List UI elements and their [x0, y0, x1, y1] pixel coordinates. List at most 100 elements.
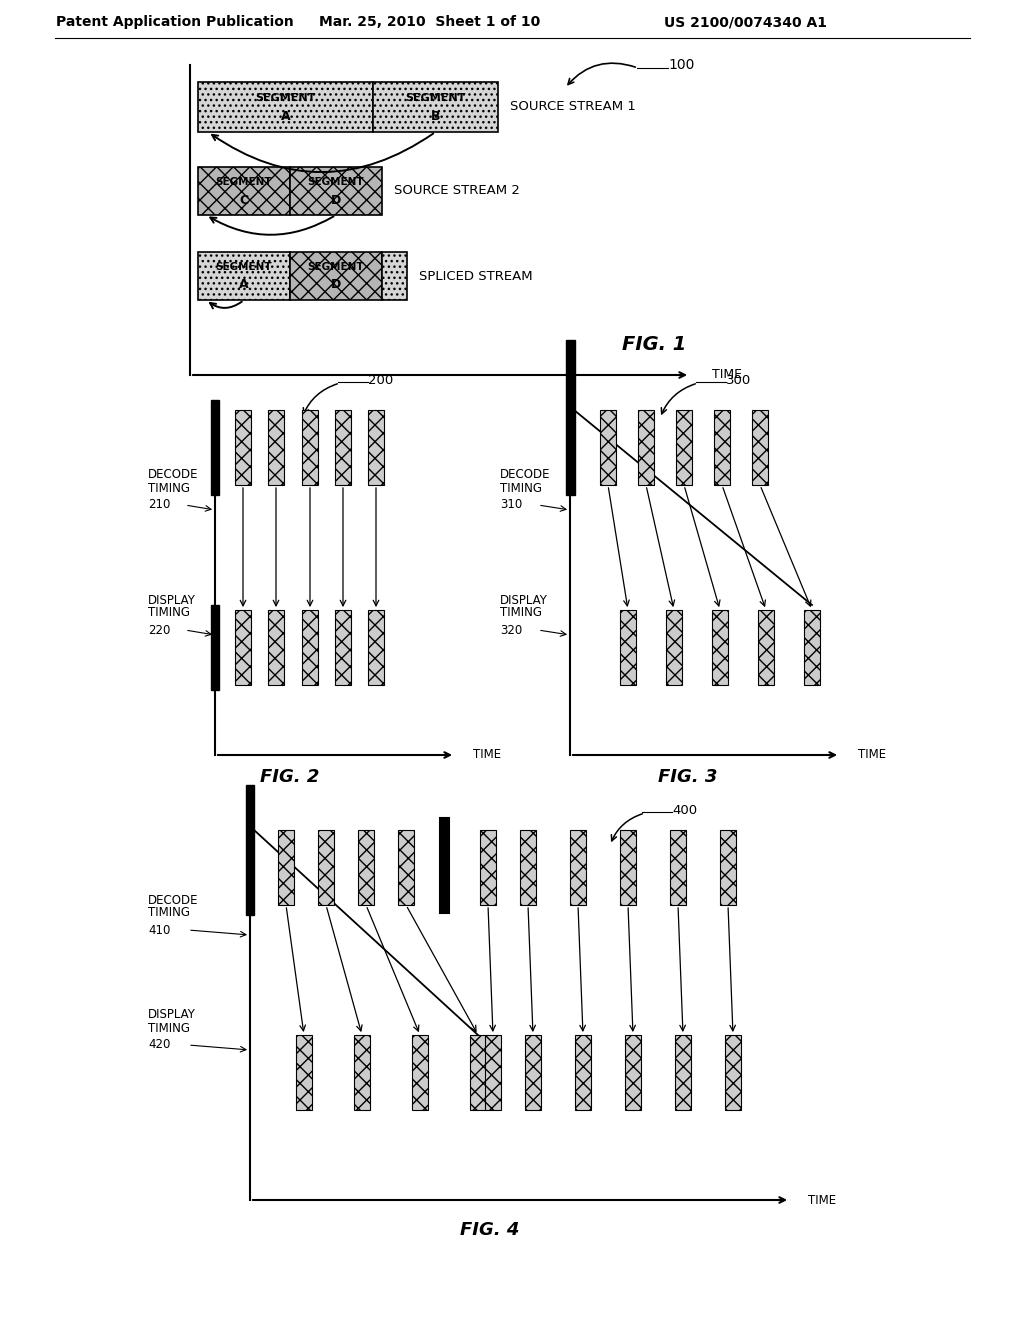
- Text: DECODE: DECODE: [148, 469, 199, 482]
- Bar: [804, 610, 820, 685]
- Text: SEGMENT: SEGMENT: [216, 261, 272, 272]
- Text: TIMING: TIMING: [500, 606, 542, 619]
- Bar: [620, 610, 636, 685]
- Text: Patent Application Publication: Patent Application Publication: [56, 15, 294, 29]
- Text: FIG. 2: FIG. 2: [260, 768, 319, 785]
- Text: TIME: TIME: [712, 368, 742, 381]
- Text: 420: 420: [148, 1039, 170, 1052]
- Text: SEGMENT: SEGMENT: [406, 92, 466, 103]
- Bar: [290, 168, 382, 215]
- Bar: [318, 830, 334, 906]
- Bar: [714, 411, 730, 484]
- Text: 200: 200: [368, 374, 393, 387]
- Bar: [620, 830, 636, 906]
- Text: SEGMENT: SEGMENT: [255, 92, 315, 103]
- Bar: [290, 252, 382, 300]
- Bar: [246, 785, 254, 915]
- Text: D: D: [331, 194, 341, 206]
- Text: 300: 300: [726, 374, 752, 387]
- Bar: [676, 411, 692, 484]
- Bar: [358, 830, 374, 906]
- Bar: [575, 1035, 591, 1110]
- Text: DISPLAY: DISPLAY: [500, 594, 548, 606]
- Text: TIME: TIME: [473, 748, 501, 762]
- Bar: [302, 411, 318, 484]
- Bar: [600, 411, 616, 484]
- Bar: [268, 411, 284, 484]
- Bar: [525, 1035, 541, 1110]
- Text: DISPLAY: DISPLAY: [148, 594, 196, 606]
- Bar: [278, 830, 294, 906]
- Text: SEGMENT: SEGMENT: [307, 177, 365, 187]
- Text: FIG. 4: FIG. 4: [461, 1221, 520, 1239]
- Bar: [570, 830, 586, 906]
- Bar: [234, 610, 251, 685]
- Text: TIMING: TIMING: [148, 606, 190, 619]
- Text: SEGMENT: SEGMENT: [307, 261, 365, 272]
- Bar: [382, 252, 407, 300]
- Text: 400: 400: [672, 804, 697, 817]
- Text: A: A: [281, 110, 291, 123]
- Bar: [725, 1035, 741, 1110]
- Text: TIMING: TIMING: [148, 907, 190, 920]
- Bar: [268, 610, 284, 685]
- Bar: [638, 411, 654, 484]
- Text: Mar. 25, 2010  Sheet 1 of 10: Mar. 25, 2010 Sheet 1 of 10: [319, 15, 541, 29]
- Text: D: D: [331, 279, 341, 292]
- Text: C: C: [240, 194, 249, 206]
- Bar: [198, 252, 290, 300]
- Bar: [198, 82, 373, 132]
- Bar: [373, 82, 498, 132]
- Text: TIMING: TIMING: [148, 482, 190, 495]
- Bar: [752, 411, 768, 484]
- Bar: [712, 610, 728, 685]
- Bar: [335, 610, 351, 685]
- Bar: [368, 610, 384, 685]
- Bar: [470, 1035, 486, 1110]
- Bar: [211, 400, 219, 495]
- Bar: [675, 1035, 691, 1110]
- Bar: [666, 610, 682, 685]
- Bar: [211, 605, 219, 690]
- Text: TIME: TIME: [808, 1193, 837, 1206]
- Bar: [480, 830, 496, 906]
- Text: FIG. 3: FIG. 3: [658, 768, 718, 785]
- Text: 210: 210: [148, 499, 170, 511]
- Bar: [412, 1035, 428, 1110]
- Bar: [440, 818, 449, 913]
- Text: A: A: [240, 279, 249, 292]
- Bar: [368, 411, 384, 484]
- Bar: [758, 610, 774, 685]
- Text: DECODE: DECODE: [148, 894, 199, 907]
- Bar: [625, 1035, 641, 1110]
- Text: 310: 310: [500, 499, 522, 511]
- Text: TIMING: TIMING: [148, 1022, 190, 1035]
- Text: 320: 320: [500, 623, 522, 636]
- Text: 220: 220: [148, 623, 170, 636]
- Bar: [670, 830, 686, 906]
- Bar: [354, 1035, 370, 1110]
- Bar: [485, 1035, 501, 1110]
- Text: SPLICED STREAM: SPLICED STREAM: [419, 269, 532, 282]
- Bar: [335, 411, 351, 484]
- Bar: [296, 1035, 312, 1110]
- Text: SOURCE STREAM 2: SOURCE STREAM 2: [394, 185, 520, 198]
- Bar: [720, 830, 736, 906]
- Bar: [302, 610, 318, 685]
- Text: TIMING: TIMING: [500, 482, 542, 495]
- Bar: [198, 168, 290, 215]
- Text: TIME: TIME: [858, 748, 886, 762]
- Bar: [520, 830, 536, 906]
- Text: DISPLAY: DISPLAY: [148, 1008, 196, 1022]
- Text: US 2100/0074340 A1: US 2100/0074340 A1: [664, 15, 826, 29]
- Text: FIG. 1: FIG. 1: [622, 335, 686, 355]
- Text: B: B: [431, 110, 440, 123]
- Text: 100: 100: [668, 58, 694, 73]
- Bar: [398, 830, 414, 906]
- Bar: [566, 341, 575, 495]
- Text: 410: 410: [148, 924, 170, 936]
- Bar: [234, 411, 251, 484]
- Text: SEGMENT: SEGMENT: [216, 177, 272, 187]
- Text: DECODE: DECODE: [500, 469, 551, 482]
- Text: SOURCE STREAM 1: SOURCE STREAM 1: [510, 100, 636, 114]
